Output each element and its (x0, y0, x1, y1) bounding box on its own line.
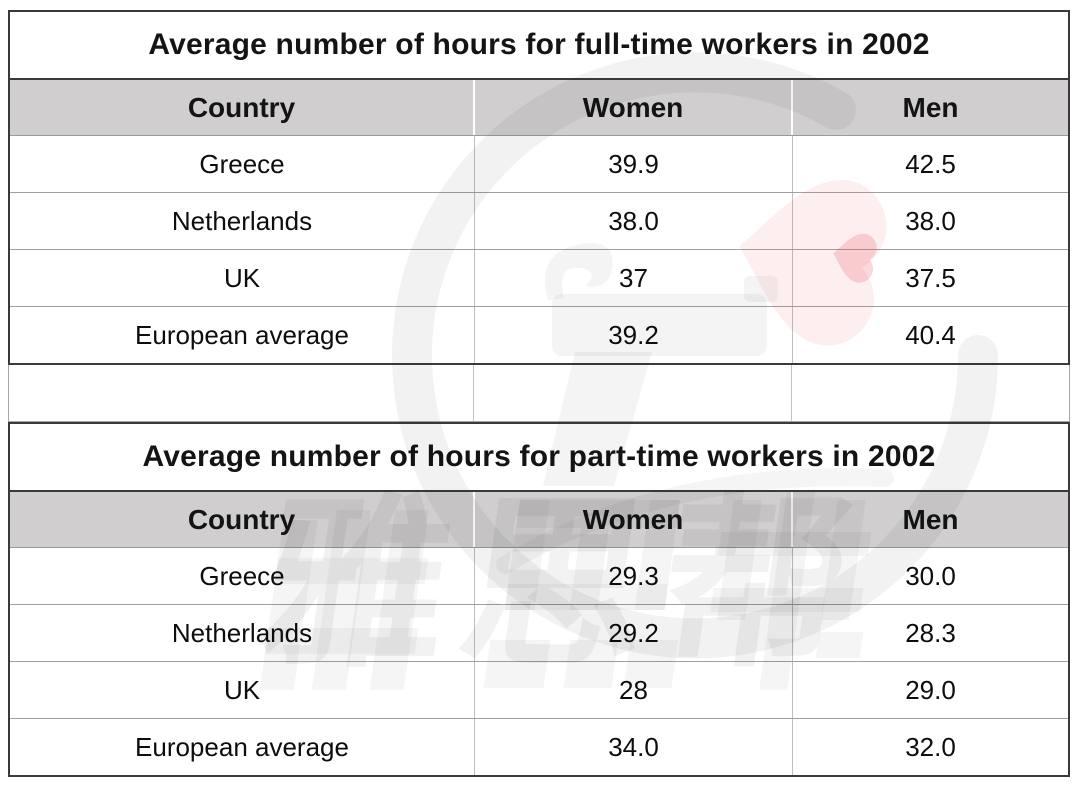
table-row: Netherlands 29.2 28.3 (10, 605, 1068, 662)
cell-women: 39.9 (475, 136, 793, 192)
cell-women: 28 (475, 662, 793, 718)
cell-men: 29.0 (905, 674, 956, 705)
parttime-header-row: Country Women Men (10, 492, 1068, 548)
table-row: UK 28 29.0 (10, 662, 1068, 719)
table-row: European average 34.0 32.0 (10, 719, 1068, 775)
cell-country: European average (10, 307, 475, 363)
column-header-country: Country (10, 80, 475, 135)
cell-men: 32.0 (905, 731, 956, 762)
fulltime-header-row: Country Women Men (10, 80, 1068, 136)
cell-men: 30.0 (905, 560, 956, 591)
cell-country: Greece (10, 548, 475, 604)
column-header-men: Men (902, 91, 959, 123)
tables-wrap: Average number of hours for full-time wo… (8, 10, 1070, 777)
column-header-women: Women (475, 492, 793, 547)
table-row: European average 39.2 40.4 (10, 307, 1068, 363)
cell-women: 34.0 (475, 719, 793, 775)
empty-cell (792, 365, 1069, 421)
cell-country: European average (10, 719, 475, 775)
cell-men: 37.5 (905, 262, 956, 293)
table-row: Greece 39.9 42.5 (10, 136, 1068, 193)
fulltime-table-title: Average number of hours for full-time wo… (10, 12, 1068, 80)
fulltime-table: Average number of hours for full-time wo… (8, 10, 1070, 365)
empty-cell (9, 365, 474, 421)
cell-women: 37 (475, 250, 793, 306)
cell-country: Netherlands (10, 193, 475, 249)
cell-country: UK (10, 250, 475, 306)
empty-cell (474, 365, 792, 421)
parttime-table: Average number of hours for part-time wo… (8, 422, 1070, 777)
cell-women: 38.0 (475, 193, 793, 249)
column-header-women: Women (475, 80, 793, 135)
cell-men: 38.0 (905, 205, 956, 236)
cell-men: 42.5 (905, 148, 956, 179)
cell-women: 29.2 (475, 605, 793, 661)
cell-country: Greece (10, 136, 475, 192)
cell-women: 29.3 (475, 548, 793, 604)
cell-men: 28.3 (905, 617, 956, 648)
cell-women: 39.2 (475, 307, 793, 363)
parttime-table-title: Average number of hours for part-time wo… (10, 424, 1068, 492)
cell-men: 40.4 (905, 319, 956, 350)
table-row: Netherlands 38.0 38.0 (10, 193, 1068, 250)
empty-spacer-row (8, 365, 1070, 422)
cell-country: Netherlands (10, 605, 475, 661)
table-row: UK 37 37.5 (10, 250, 1068, 307)
cell-country: UK (10, 662, 475, 718)
column-header-country: Country (10, 492, 475, 547)
column-header-men: Men (902, 503, 959, 535)
table-row: Greece 29.3 30.0 (10, 548, 1068, 605)
